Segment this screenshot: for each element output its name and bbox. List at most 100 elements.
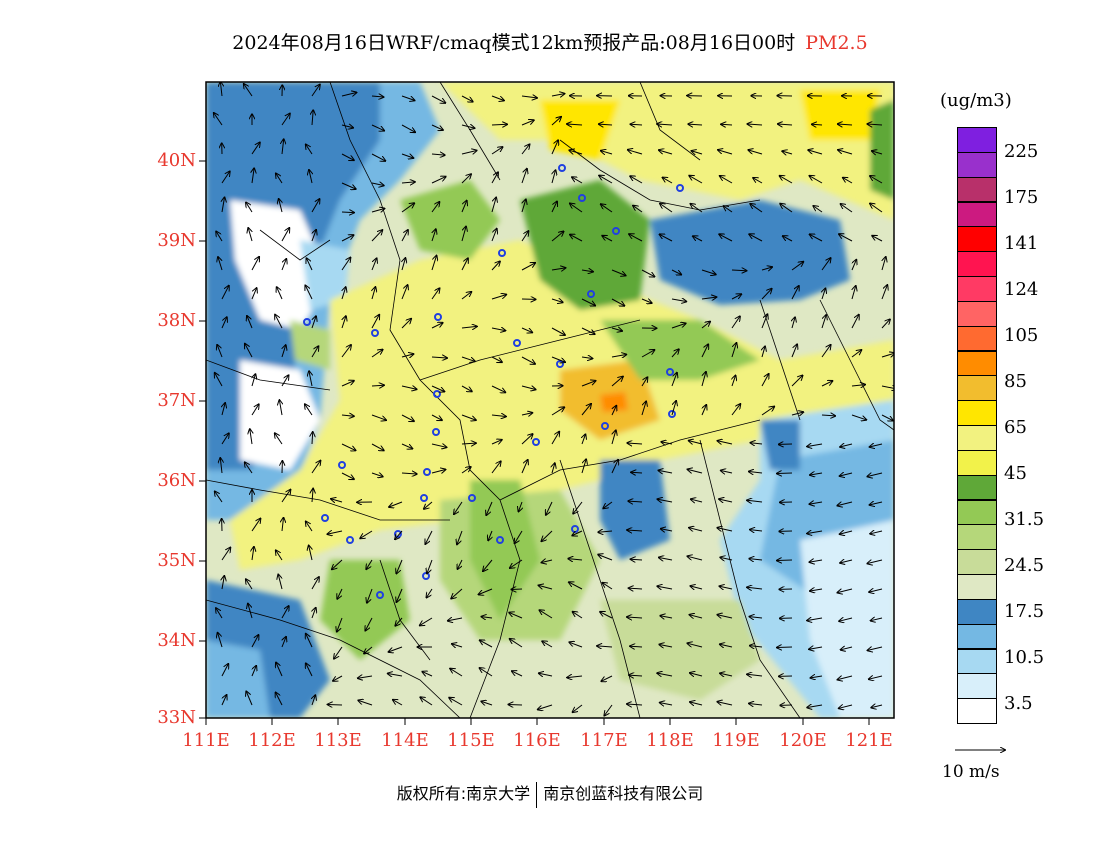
wind-arrow bbox=[611, 355, 626, 358]
wind-arrow bbox=[598, 531, 613, 532]
wind-arrow bbox=[573, 704, 583, 712]
wind-arrow bbox=[810, 589, 823, 591]
wind-arrow bbox=[427, 588, 433, 598]
wind-arrow bbox=[244, 84, 253, 97]
wind-arrow bbox=[671, 323, 686, 329]
wind-arrow bbox=[312, 110, 313, 126]
wind-arrow bbox=[222, 198, 225, 213]
wind-arrow bbox=[461, 227, 466, 242]
wind-arrow bbox=[581, 459, 586, 474]
wind-arrow bbox=[491, 440, 502, 444]
wind-arrow bbox=[761, 374, 769, 387]
wind-arrow bbox=[689, 528, 703, 531]
wind-arrow bbox=[881, 353, 894, 357]
colorbar-swatch bbox=[957, 574, 997, 600]
wind-arrow bbox=[401, 124, 415, 132]
wind-arrow bbox=[461, 385, 472, 391]
wind-arrow bbox=[581, 404, 591, 416]
wind-arrow bbox=[278, 575, 283, 590]
wind-arrow bbox=[510, 639, 523, 648]
wind-arrow bbox=[748, 124, 763, 125]
wind-arrow bbox=[807, 531, 823, 534]
wind-arrow bbox=[701, 322, 710, 329]
wind-arrow bbox=[693, 236, 703, 242]
wind-arrow bbox=[809, 647, 823, 649]
wind-arrow bbox=[629, 675, 643, 676]
wind-arrow bbox=[341, 443, 356, 450]
wind-arrow bbox=[367, 588, 373, 603]
wind-arrow bbox=[567, 676, 583, 678]
wind-arrow bbox=[871, 618, 883, 621]
wind-arrow bbox=[371, 230, 382, 242]
wind-arrow bbox=[281, 490, 290, 503]
wind-arrow bbox=[721, 124, 733, 125]
wind-arrow bbox=[611, 298, 624, 306]
wind-arrow bbox=[307, 258, 313, 271]
wind-arrow bbox=[450, 669, 463, 677]
wind-arrow bbox=[401, 319, 411, 329]
wind-arrow bbox=[431, 95, 445, 103]
wind-arrow bbox=[602, 236, 613, 242]
colorbar-swatch bbox=[957, 425, 997, 451]
copyright-divider bbox=[536, 781, 538, 808]
wind-arrow bbox=[807, 444, 823, 447]
wind-arrow bbox=[341, 93, 356, 97]
wind-arrow bbox=[691, 204, 703, 213]
wind-arrow bbox=[521, 96, 537, 98]
wind-arrow bbox=[551, 327, 565, 335]
wind-arrow bbox=[371, 209, 384, 213]
wind-arrow bbox=[552, 170, 556, 184]
wind-arrow bbox=[872, 151, 883, 154]
wind-arrow bbox=[311, 316, 316, 329]
wind-arrow bbox=[791, 286, 799, 300]
wind-arrow bbox=[521, 413, 532, 415]
wind-arrow bbox=[573, 612, 583, 619]
wind-arrow bbox=[659, 645, 673, 648]
wind-arrow bbox=[358, 700, 373, 706]
wind-arrow bbox=[552, 463, 555, 474]
wind-arrow bbox=[658, 499, 673, 502]
wind-arrow bbox=[358, 676, 373, 678]
wind-arrow bbox=[538, 704, 553, 710]
wind-arrow bbox=[521, 460, 528, 474]
y-tick-label: 39N bbox=[157, 230, 196, 251]
wind-arrow bbox=[371, 315, 379, 329]
wind-arrow bbox=[551, 407, 564, 416]
wind-arrow bbox=[311, 230, 316, 242]
wind-arrow bbox=[491, 328, 505, 331]
wind-arrow bbox=[251, 404, 259, 416]
colorbar-label: 10.5 bbox=[1004, 647, 1045, 668]
wind-arrow bbox=[276, 693, 283, 706]
colorbar-swatch bbox=[957, 176, 997, 203]
wind-arrow bbox=[627, 443, 643, 444]
x-tick-label: 120E bbox=[779, 730, 827, 751]
wind-arrow bbox=[341, 415, 354, 416]
wind-arrow bbox=[424, 501, 433, 509]
wind-arrow bbox=[217, 345, 223, 358]
wind-arrow bbox=[719, 499, 733, 502]
wind-arrow bbox=[838, 589, 853, 593]
wind-arrow bbox=[221, 286, 229, 300]
wind-arrow bbox=[630, 176, 643, 184]
wind-arrow bbox=[275, 315, 283, 329]
wind-arrow bbox=[720, 673, 733, 676]
wind-arrow bbox=[701, 344, 708, 358]
x-tick-label: 112E bbox=[248, 730, 296, 751]
wind-arrow bbox=[689, 441, 703, 444]
wind-arrow bbox=[603, 501, 613, 508]
wind-arrow bbox=[810, 473, 823, 475]
colorbar-swatch bbox=[957, 151, 997, 178]
wind-arrow bbox=[627, 617, 643, 618]
wind-arrow bbox=[491, 385, 505, 392]
wind-arrow bbox=[218, 633, 223, 648]
wind-arrow bbox=[663, 178, 673, 184]
title-main: 2024年08月16日WRF/cmaq模式12km预报产品:08月16日00时 bbox=[232, 32, 796, 54]
wind-arrow bbox=[248, 604, 253, 619]
wind-arrow bbox=[312, 489, 313, 503]
wind-arrow bbox=[872, 236, 883, 242]
colorbar-label: 45 bbox=[1004, 463, 1027, 484]
wind-arrow bbox=[657, 586, 673, 589]
wind-arrow bbox=[420, 697, 433, 706]
wind-arrow bbox=[721, 471, 733, 474]
wind-arrow bbox=[422, 672, 433, 676]
